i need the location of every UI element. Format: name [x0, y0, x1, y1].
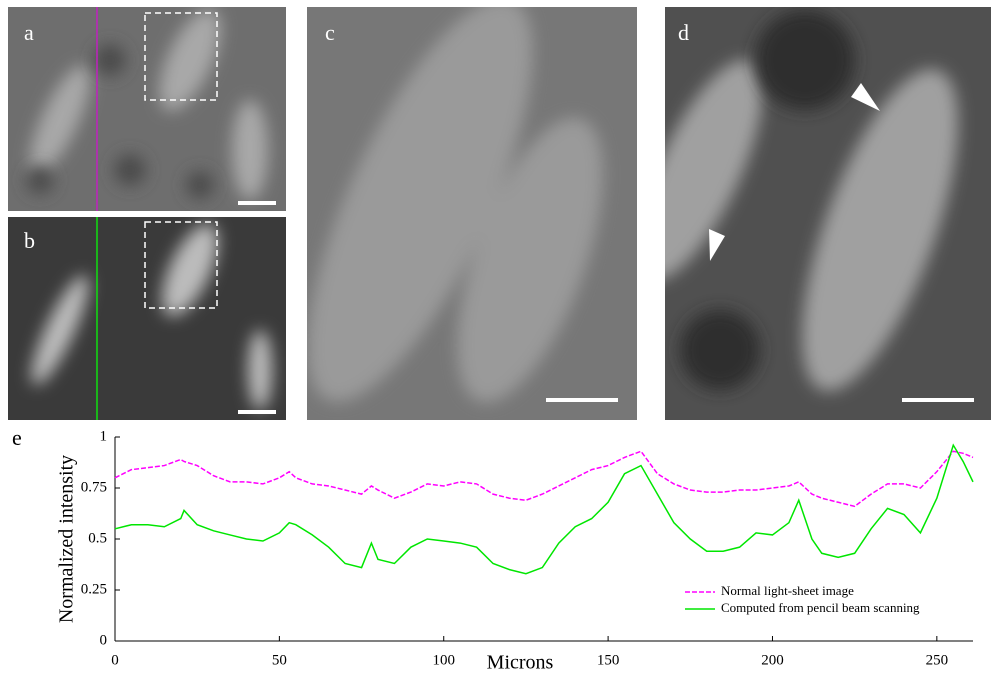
panel-label: a — [24, 20, 34, 45]
y-tick-label: 0.25 — [81, 581, 107, 597]
x-tick-label: 200 — [761, 652, 784, 668]
y-axis-label: Normalized intensity — [56, 455, 78, 623]
x-tick-label: 150 — [597, 652, 620, 668]
panel-a-image — [8, 7, 286, 211]
x-tick-label: 250 — [926, 652, 949, 668]
panel-label: d — [678, 20, 689, 45]
x-axis-label: Microns — [487, 652, 554, 674]
x-tick-label: 100 — [432, 652, 455, 668]
y-tick-label: 0.75 — [81, 479, 107, 495]
panel-label: e — [12, 425, 22, 450]
legend-label: Normal light-sheet image — [721, 583, 854, 598]
panel-d-image — [665, 7, 991, 420]
panel-label: c — [325, 20, 335, 45]
y-tick-label: 0.5 — [88, 530, 107, 546]
y-tick-label: 1 — [100, 428, 108, 444]
x-tick-label: 50 — [272, 652, 287, 668]
y-tick-label: 0 — [100, 632, 108, 648]
x-tick-label: 0 — [111, 652, 119, 668]
panel-b-image — [8, 217, 286, 420]
panel-label: b — [24, 228, 35, 253]
legend-label: Computed from pencil beam scanning — [721, 600, 920, 615]
series-line — [114, 450, 974, 508]
panel-c-image — [307, 7, 637, 420]
series-line — [114, 443, 974, 575]
